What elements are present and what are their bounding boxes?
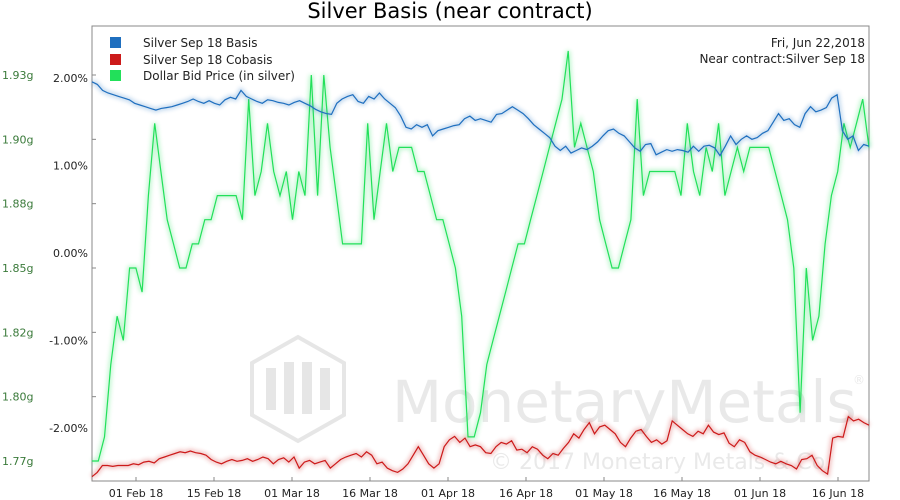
right-tick-label: 0.00% <box>53 247 88 260</box>
dollar-series-line <box>92 50 870 462</box>
watermark-logo-icon <box>250 334 346 444</box>
basis-series-line <box>91 81 870 157</box>
watermark-brand: MonetaryMetals <box>392 368 857 436</box>
right-tick-label: 2.00% <box>53 72 88 85</box>
legend-swatch-cobasis <box>110 54 121 65</box>
right-tick-label: -1.00% <box>49 335 88 348</box>
legend-label-basis: Silver Sep 18 Basis <box>143 36 257 50</box>
series-layer <box>90 50 872 479</box>
watermark-registered: ® <box>853 373 865 387</box>
left-tick-label: 1.85g <box>2 262 33 275</box>
left-tick-label: 1.93g <box>2 69 33 82</box>
right-tick-label: 1.00% <box>53 160 88 173</box>
info-contract: Near contract:Silver Sep 18 <box>699 52 865 66</box>
left-tick-label: 1.82g <box>2 326 33 339</box>
cobasis-series-line <box>91 415 870 478</box>
x-tick-label: 01 Apr 18 <box>421 487 475 500</box>
legend-label-cobasis: Silver Sep 18 Cobasis <box>143 53 273 67</box>
left-tick-label: 1.88g <box>2 198 33 211</box>
x-tick-label: 16 Mar 18 <box>342 487 398 500</box>
x-tick-label: 15 Feb 18 <box>187 487 241 500</box>
x-tick-label: 01 Mar 18 <box>264 487 320 500</box>
right-axis: 2.00% 1.00% 0.00% -1.00% -2.00% <box>49 72 88 435</box>
x-axis: 01 Feb 18 15 Feb 18 01 Mar 18 16 Mar 18 01 A… <box>109 477 864 500</box>
legend-label-dollar: Dollar Bid Price (in silver) <box>143 69 295 83</box>
x-tick-label: 01 Feb 18 <box>109 487 163 500</box>
legend-swatch-dollar <box>110 70 121 81</box>
x-tick-label: 16 Jun 18 <box>812 487 864 500</box>
left-tick-label: 1.90g <box>2 133 33 146</box>
left-tick-label: 1.77g <box>2 455 33 468</box>
legend: Silver Sep 18 Basis Silver Sep 18 Cobasi… <box>110 36 295 83</box>
legend-swatch-basis <box>110 37 121 48</box>
x-tick-label: 01 May 18 <box>575 487 633 500</box>
x-tick-label: 01 Jun 18 <box>734 487 786 500</box>
info-date: Fri, Jun 22,2018 <box>771 36 865 50</box>
right-tick-label: -2.00% <box>49 422 88 435</box>
x-tick-label: 16 Apr 18 <box>499 487 553 500</box>
info-box: Fri, Jun 22,2018 Near contract:Silver Se… <box>699 36 865 66</box>
x-tick-label: 16 May 18 <box>653 487 711 500</box>
plot-frame <box>91 25 870 482</box>
left-axis: 1.93g 1.90g 1.88g 1.85g 1.82g 1.80g 1.77g <box>2 69 96 468</box>
left-tick-label: 1.80g <box>2 391 33 404</box>
chart-title: Silver Basis (near contract) <box>307 0 592 23</box>
